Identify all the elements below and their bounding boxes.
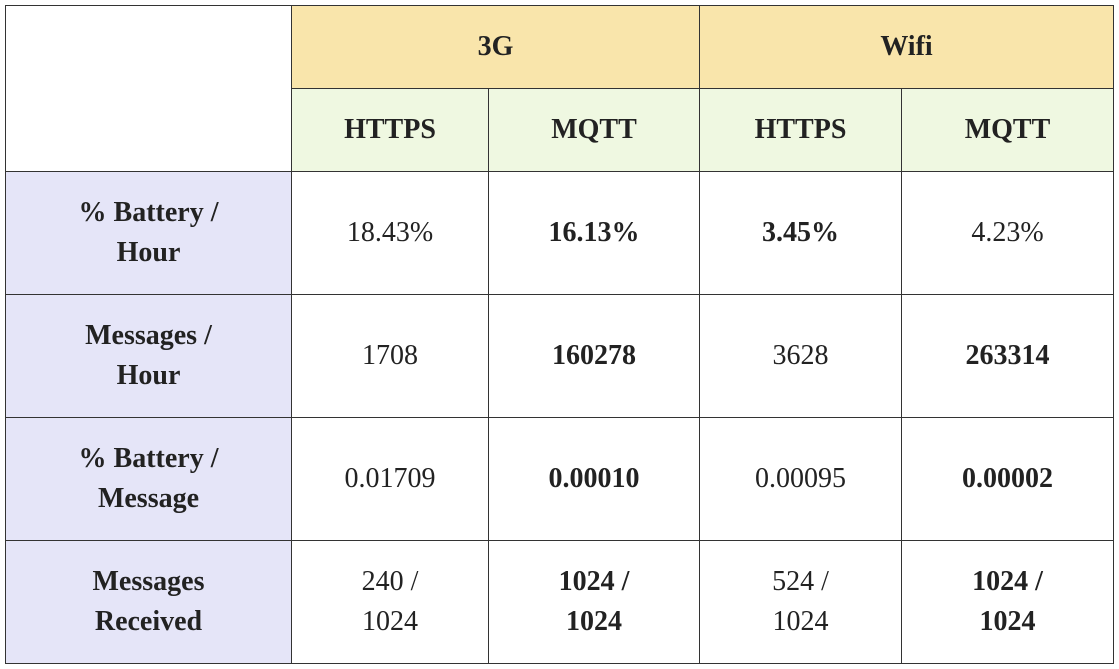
cell-text: 4.23% [971,217,1044,248]
cell-text: Messages / Hour [85,320,212,391]
comparison-table: 3G Wifi HTTPS MQTT HTTPS MQTT % Battery / Hour… [5,5,1115,664]
cell-text: 1024 / 1024 [558,566,630,637]
data-row: % Battery / Hour 18.43% 16.13% 3.45% 4.23% [5,171,1115,295]
cell-text: 0.01709 [344,463,436,494]
row-label: Messages / Hour [5,294,292,418]
cell-text: Wifi [880,31,933,62]
cell-text: 16.13% [548,217,640,248]
cell-text: Messages Received [92,566,205,637]
value-cell: 3628 [699,294,902,418]
data-row: Messages / Hour 1708 160278 3628 263314 [5,294,1115,418]
cell-text: % Battery / Hour [78,197,219,268]
value-cell: 524 / 1024 [699,540,902,664]
value-cell: 16.13% [488,171,700,295]
corner-cell [5,5,292,172]
value-cell: 4.23% [900,171,1115,295]
cell-text: 263314 [965,340,1050,371]
header-row: 3G Wifi [5,5,1115,172]
value-cell: 1024 / 1024 [488,540,700,664]
value-cell: 0.00095 [699,417,902,541]
protocol-header: HTTPS [291,88,489,172]
group-header: 3G [291,5,700,89]
row-label: Messages Received [5,540,292,664]
cell-text: 3.45% [762,217,839,248]
value-cell: 263314 [900,294,1115,418]
cell-text: MQTT [964,114,1051,145]
value-cell: 160278 [488,294,700,418]
cell-text: HTTPS [754,114,847,145]
protocol-header: HTTPS [699,88,902,172]
row-label: % Battery / Hour [5,171,292,295]
value-cell: 1024 / 1024 [900,540,1115,664]
protocol-header: MQTT [488,88,700,172]
value-cell: 0.00010 [488,417,700,541]
cell-text: 1708 [362,340,418,371]
cell-text: 160278 [552,340,636,371]
value-cell: 0.01709 [291,417,489,541]
header-row: HTTPS MQTT HTTPS MQTT [6,88,1115,172]
value-cell: 240 / 1024 [291,540,489,664]
cell-text: 18.43% [346,217,434,248]
cell-text: 524 / 1024 [772,566,829,637]
cell-text: % Battery / Message [78,443,219,514]
cell-text: 0.00095 [755,463,846,494]
cell-text: 0.00002 [962,463,1053,494]
protocol-header: MQTT [900,88,1115,172]
cell-text: 240 / 1024 [361,566,419,637]
value-cell: 3.45% [699,171,902,295]
cell-text: 1024 / 1024 [972,566,1043,637]
cell-text: 3628 [772,340,829,371]
data-row: Messages Received 240 / 1024 1024 / 1024 52… [5,540,1115,664]
cell-text: HTTPS [344,114,436,145]
cell-text: 3G [477,31,514,62]
cell-text: 0.00010 [548,463,640,494]
value-cell: 1708 [291,294,489,418]
group-header: Wifi [698,5,1115,89]
value-cell: 18.43% [291,171,489,295]
row-label: % Battery / Message [5,417,292,541]
value-cell: 0.00002 [900,417,1115,541]
cell-text: MQTT [551,114,637,145]
data-row: % Battery / Message 0.01709 0.00010 0.00095… [5,417,1115,541]
